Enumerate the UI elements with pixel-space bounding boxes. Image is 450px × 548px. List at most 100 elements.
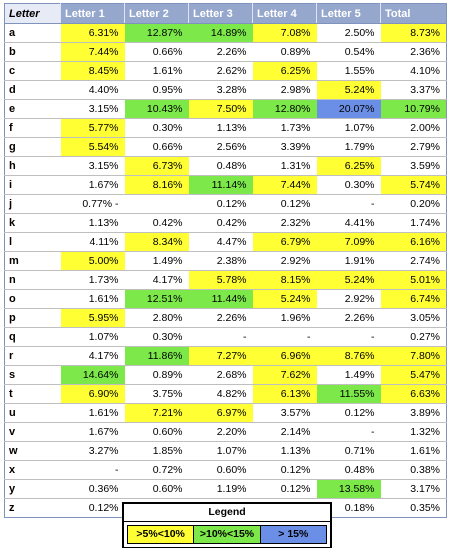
- table-row: j 0.77% -0.12% 0.12% -0.20%: [4, 194, 447, 214]
- cell-total: 5.47%: [380, 365, 447, 385]
- cell-letter-5: -: [316, 422, 381, 442]
- row-letter: n: [4, 270, 61, 290]
- cell-letter-4: 5.24%: [252, 289, 317, 309]
- cell-letter-4: 1.96%: [252, 308, 317, 328]
- table-row: b 7.44% 0.66% 2.26% 0.89% 0.54% 2.36%: [4, 42, 447, 62]
- cell-letter-1: 1.61%: [60, 403, 125, 423]
- row-letter: b: [4, 42, 61, 62]
- cell-total: 2.74%: [380, 251, 447, 271]
- cell-letter-5: 1.79%: [316, 137, 381, 157]
- cell-letter-5: 0.54%: [316, 42, 381, 62]
- cell-letter-4: 1.31%: [252, 156, 317, 176]
- cell-letter-1: 1.61%: [60, 289, 125, 309]
- cell-letter-1: 6.31%: [60, 23, 125, 43]
- table-body: a 6.31% 12.87% 14.89% 7.08% 2.50% 8.73% b 7.44% 0…: [4, 23, 447, 518]
- cell-letter-4: -: [252, 327, 317, 347]
- cell-letter-2: 0.66%: [124, 137, 189, 157]
- cell-letter-2: 2.80%: [124, 308, 189, 328]
- table-row: v 1.67% 0.60% 2.20% 2.14% -1.32%: [4, 422, 447, 442]
- cell-letter-5: 0.18%: [316, 498, 381, 518]
- cell-total: 3.05%: [380, 308, 447, 328]
- row-letter: g: [4, 137, 61, 157]
- cell-letter-1: 5.00%: [60, 251, 125, 271]
- cell-total: 5.74%: [380, 175, 447, 195]
- row-letter: m: [4, 251, 61, 271]
- cell-letter-1: 4.17%: [60, 346, 125, 366]
- cell-total: 10.79%: [380, 99, 447, 119]
- cell-letter-3: 11.14%: [188, 175, 253, 195]
- cell-letter-3: 14.89%: [188, 23, 253, 43]
- table-row: u 1.61% 7.21% 6.97% 3.57% 0.12% 3.89%: [4, 403, 447, 423]
- cell-letter-2: 0.72%: [124, 460, 189, 480]
- cell-letter-2: 12.51%: [124, 289, 189, 309]
- cell-letter-5: 11.55%: [316, 384, 381, 404]
- cell-total: 2.36%: [380, 42, 447, 62]
- cell-letter-1: 3.27%: [60, 441, 125, 461]
- table-row: f 5.77% 0.30% 1.13% 1.73% 1.07% 2.00%: [4, 118, 447, 138]
- cell-letter-4: 6.25%: [252, 61, 317, 81]
- legend-title: Legend: [124, 504, 330, 522]
- cell-letter-5: 7.09%: [316, 232, 381, 252]
- cell-letter-1: 4.11%: [60, 232, 125, 252]
- cell-total: 4.10%: [380, 61, 447, 81]
- cell-letter-1: 14.64%: [60, 365, 125, 385]
- row-letter: l: [4, 232, 61, 252]
- table-row: i 1.67% 8.16% 11.14% 7.44% 0.30% 5.74%: [4, 175, 447, 195]
- table-row: q 1.07% 0.30% - - -0.27%: [4, 327, 447, 347]
- row-letter: k: [4, 213, 61, 233]
- cell-total: 3.59%: [380, 156, 447, 176]
- table-row: x -0.72% 0.60% 0.12% 0.48% 0.38%: [4, 460, 447, 480]
- legend-swatches: >5%<10% >10%<15% > 15%: [127, 525, 327, 544]
- cell-letter-3: 3.28%: [188, 80, 253, 100]
- cell-letter-1: 1.13%: [60, 213, 125, 233]
- cell-letter-4: 7.08%: [252, 23, 317, 43]
- row-letter: d: [4, 80, 61, 100]
- legend-swatch-10-15: >10%<15%: [194, 525, 261, 544]
- row-letter: c: [4, 61, 61, 81]
- cell-letter-1: 3.15%: [60, 99, 125, 119]
- cell-letter-5: 0.71%: [316, 441, 381, 461]
- cell-total: 3.37%: [380, 80, 447, 100]
- row-letter: e: [4, 99, 61, 119]
- cell-letter-5: 0.30%: [316, 175, 381, 195]
- cell-letter-4: 6.79%: [252, 232, 317, 252]
- table-row: n 1.73% 4.17% 5.78% 8.15% 5.24% 5.01%: [4, 270, 447, 290]
- table-row: y 0.36% 0.60% 1.19% 0.12% 13.58% 3.17%: [4, 479, 447, 499]
- cell-letter-2: 0.60%: [124, 422, 189, 442]
- cell-total: 1.32%: [380, 422, 447, 442]
- cell-letter-3: 2.56%: [188, 137, 253, 157]
- cell-letter-4: 6.96%: [252, 346, 317, 366]
- cell-letter-4: 0.12%: [252, 479, 317, 499]
- cell-letter-2: 1.49%: [124, 251, 189, 271]
- cell-letter-5: 2.50%: [316, 23, 381, 43]
- cell-letter-4: 8.15%: [252, 270, 317, 290]
- frequency-table-container: Letter Letter 1 Letter 2 Letter 3 Letter…: [4, 3, 447, 518]
- row-letter: j: [4, 194, 61, 214]
- row-letter: w: [4, 441, 61, 461]
- cell-letter-5: 5.24%: [316, 270, 381, 290]
- table-row: s 14.64% 0.89% 2.68% 7.62% 1.49% 5.47%: [4, 365, 447, 385]
- cell-total: 0.27%: [380, 327, 447, 347]
- cell-letter-1: 1.73%: [60, 270, 125, 290]
- row-letter: s: [4, 365, 61, 385]
- cell-letter-1: 4.40%: [60, 80, 125, 100]
- cell-letter-5: 6.25%: [316, 156, 381, 176]
- cell-letter-4: 6.13%: [252, 384, 317, 404]
- cell-letter-2: 0.30%: [124, 118, 189, 138]
- cell-letter-3: 1.19%: [188, 479, 253, 499]
- table-row: g 5.54% 0.66% 2.56% 3.39% 1.79% 2.79%: [4, 137, 447, 157]
- cell-letter-2: 1.85%: [124, 441, 189, 461]
- table-row: m 5.00% 1.49% 2.38% 2.92% 1.91% 2.74%: [4, 251, 447, 271]
- cell-letter-5: 4.41%: [316, 213, 381, 233]
- cell-letter-1: 5.77%: [60, 118, 125, 138]
- table-row: w 3.27% 1.85% 1.07% 1.13% 0.71% 1.61%: [4, 441, 447, 461]
- cell-letter-5: 2.92%: [316, 289, 381, 309]
- cell-letter-3: 0.12%: [188, 194, 253, 214]
- cell-letter-1: 0.77% -: [60, 194, 125, 214]
- cell-letter-4: 3.57%: [252, 403, 317, 423]
- cell-letter-4: 2.92%: [252, 251, 317, 271]
- table-row: h 3.15% 6.73% 0.48% 1.31% 6.25% 3.59%: [4, 156, 447, 176]
- cell-letter-3: 1.13%: [188, 118, 253, 138]
- cell-total: 6.63%: [380, 384, 447, 404]
- cell-letter-1: 7.44%: [60, 42, 125, 62]
